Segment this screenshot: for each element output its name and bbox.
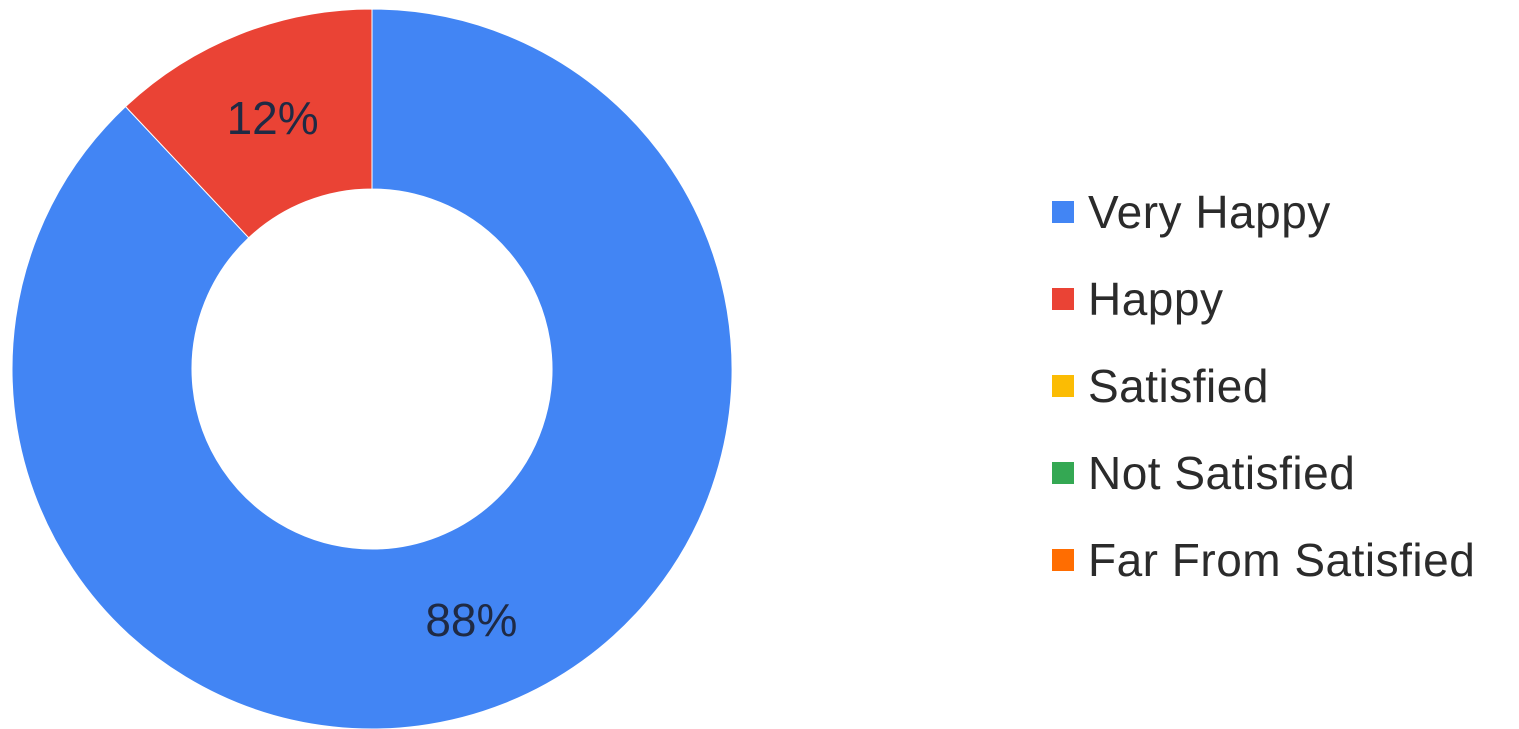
slice-happy: [124, 8, 373, 239]
slice-very-happy: [11, 8, 733, 729]
slice-label-happy: 12%: [227, 92, 319, 144]
legend-item-far-from-satisfied: Far From Satisfied: [1052, 516, 1475, 603]
legend-swatch-not-satisfied: [1052, 461, 1074, 484]
slice-label-very-happy: 88%: [425, 594, 517, 646]
legend-label-happy: Happy: [1088, 272, 1224, 325]
legend-swatch-very-happy: [1052, 200, 1074, 223]
legend-item-happy: Happy: [1052, 255, 1475, 342]
legend-label-not-satisfied: Not Satisfied: [1088, 446, 1356, 499]
donut-chart: 88% 12%: [11, 8, 733, 729]
legend-item-satisfied: Satisfied: [1052, 342, 1475, 429]
legend-label-satisfied: Satisfied: [1088, 359, 1269, 412]
donut-slices: [11, 8, 733, 729]
legend-item-very-happy: Very Happy: [1052, 168, 1475, 255]
legend-label-very-happy: Very Happy: [1088, 185, 1331, 238]
legend-swatch-happy: [1052, 287, 1074, 310]
legend-item-not-satisfied: Not Satisfied: [1052, 429, 1475, 516]
legend: Very Happy Happy Satisfied Not Satisfied Far…: [1052, 168, 1475, 603]
donut-slice-labels: 88% 12%: [227, 92, 518, 646]
legend-swatch-far-from-satisfied: [1052, 548, 1074, 571]
legend-label-far-from-satisfied: Far From Satisfied: [1088, 533, 1476, 586]
legend-swatch-satisfied: [1052, 374, 1074, 397]
